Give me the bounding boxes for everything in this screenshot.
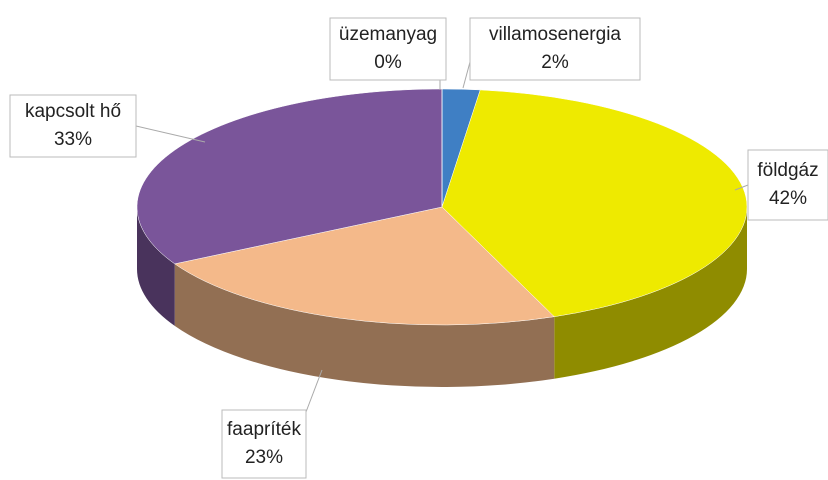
value-label: 2% — [541, 52, 569, 73]
category-label: kapcsolt hő — [25, 101, 121, 122]
category-label: villamosenergia — [489, 24, 621, 45]
leader-line — [305, 369, 323, 413]
leader-line — [135, 125, 206, 143]
pie-tops — [136, 88, 748, 326]
category-label: földgáz — [757, 160, 818, 181]
label-box — [329, 17, 447, 81]
category-label: üzemanyag — [339, 24, 437, 45]
label-box — [9, 94, 137, 158]
label-box — [747, 149, 828, 221]
pie-side — [554, 207, 747, 379]
pie-slice — [174, 206, 555, 326]
category-label: faapríték — [227, 419, 301, 440]
value-label: 0% — [374, 52, 402, 73]
value-label: 33% — [54, 129, 92, 150]
value-label: 42% — [769, 188, 807, 209]
value-label: 23% — [245, 447, 283, 468]
label-box — [221, 409, 307, 479]
label-box — [469, 17, 641, 81]
labels: villamosenergia 2% földgáz 42% faapríték 23% k… — [9, 17, 828, 479]
leader-line — [734, 184, 749, 191]
pie-side — [174, 263, 555, 387]
leader-line — [462, 61, 471, 89]
pie-slice — [136, 88, 443, 265]
pie-slice — [441, 89, 748, 317]
